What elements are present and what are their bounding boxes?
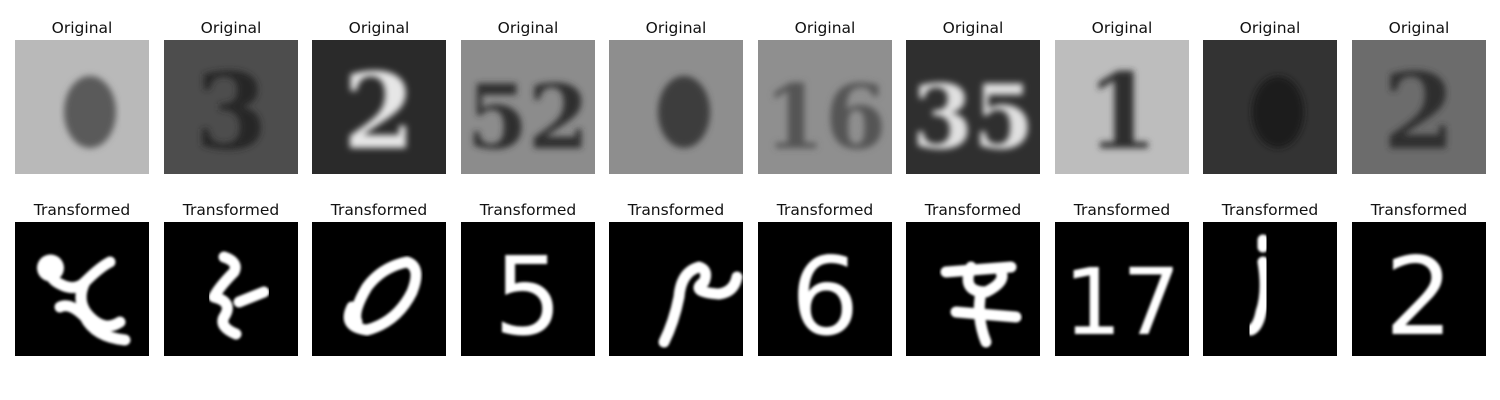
house-number-digits: 2 bbox=[1383, 50, 1455, 173]
image-background bbox=[1055, 40, 1189, 174]
transformed-image: 5 bbox=[461, 222, 595, 356]
original-image: 1 bbox=[1055, 40, 1189, 174]
blurred-digit-shape bbox=[658, 76, 710, 148]
transformed-image bbox=[1203, 222, 1337, 356]
generated-stroke bbox=[208, 251, 242, 340]
panel-title: Original bbox=[348, 19, 410, 37]
panel-title: Transformed bbox=[627, 201, 725, 219]
transformed-image bbox=[15, 222, 149, 356]
generated-stroke bbox=[658, 261, 743, 348]
house-number-digits: 1 bbox=[1086, 50, 1158, 173]
generated-digit: 6 bbox=[791, 235, 860, 356]
panel-title: Transformed bbox=[33, 201, 131, 219]
panel-title: Original bbox=[794, 19, 856, 37]
panel-title: Original bbox=[942, 19, 1004, 37]
blurred-digit-shape bbox=[1252, 76, 1304, 148]
panel-title: Transformed bbox=[479, 201, 577, 219]
image-background bbox=[1352, 40, 1486, 174]
panel-title: Transformed bbox=[776, 201, 874, 219]
generated-digit: 17 bbox=[1063, 249, 1180, 356]
image-background bbox=[1055, 222, 1189, 356]
generated-stroke bbox=[54, 300, 131, 346]
image-background bbox=[758, 222, 892, 356]
panel-title: Original bbox=[497, 19, 559, 37]
original-image bbox=[15, 40, 149, 174]
house-number-digits: 2 bbox=[343, 50, 415, 173]
blurred-digit-shape bbox=[64, 76, 116, 148]
image-background bbox=[1352, 222, 1486, 356]
image-background bbox=[461, 40, 595, 174]
panel-title: Transformed bbox=[1370, 201, 1468, 219]
transformed-image bbox=[906, 222, 1040, 356]
image-background bbox=[164, 40, 298, 174]
generated-stroke bbox=[233, 286, 270, 308]
transformed-image bbox=[164, 222, 298, 356]
original-image: 35 bbox=[906, 40, 1040, 174]
transformed-image: 17 bbox=[1055, 222, 1189, 356]
original-image bbox=[1203, 40, 1337, 174]
panel-title: Original bbox=[51, 19, 113, 37]
panel-title: Original bbox=[200, 19, 262, 37]
panel-title: Transformed bbox=[182, 201, 280, 219]
panel-title: Original bbox=[1239, 19, 1301, 37]
panel-title: Transformed bbox=[1221, 201, 1319, 219]
generated-stroke bbox=[343, 256, 422, 336]
house-number-digits: 16 bbox=[764, 65, 886, 169]
house-number-digits: 52 bbox=[467, 65, 589, 169]
original-image: 16 bbox=[758, 40, 892, 174]
panel-title: Transformed bbox=[924, 201, 1022, 219]
generated-stroke bbox=[1245, 256, 1271, 336]
original-image: 3 bbox=[164, 40, 298, 174]
original-image: 2 bbox=[1352, 40, 1486, 174]
image-background bbox=[312, 40, 446, 174]
panel-title: Original bbox=[1091, 19, 1153, 37]
panel-title: Original bbox=[1388, 19, 1450, 37]
house-number-digits: 3 bbox=[195, 50, 267, 173]
image-background bbox=[461, 222, 595, 356]
original-image bbox=[609, 40, 743, 174]
generated-stroke bbox=[37, 254, 64, 282]
image-background bbox=[906, 40, 1040, 174]
image-background bbox=[312, 222, 446, 356]
panel-title: Transformed bbox=[330, 201, 428, 219]
panel-title: Transformed bbox=[1073, 201, 1171, 219]
image-background bbox=[758, 40, 892, 174]
panel-title: Original bbox=[645, 19, 707, 37]
original-image: 2 bbox=[312, 40, 446, 174]
transformed-image: 2 bbox=[1352, 222, 1486, 356]
house-number-digits: 35 bbox=[912, 65, 1034, 169]
generated-digit: 2 bbox=[1385, 235, 1454, 356]
generated-stroke bbox=[950, 306, 1022, 323]
generated-digit: 5 bbox=[494, 235, 563, 356]
transformed-image bbox=[312, 222, 446, 356]
original-image: 52 bbox=[461, 40, 595, 174]
transformed-image bbox=[609, 222, 743, 356]
transformed-image: 6 bbox=[758, 222, 892, 356]
